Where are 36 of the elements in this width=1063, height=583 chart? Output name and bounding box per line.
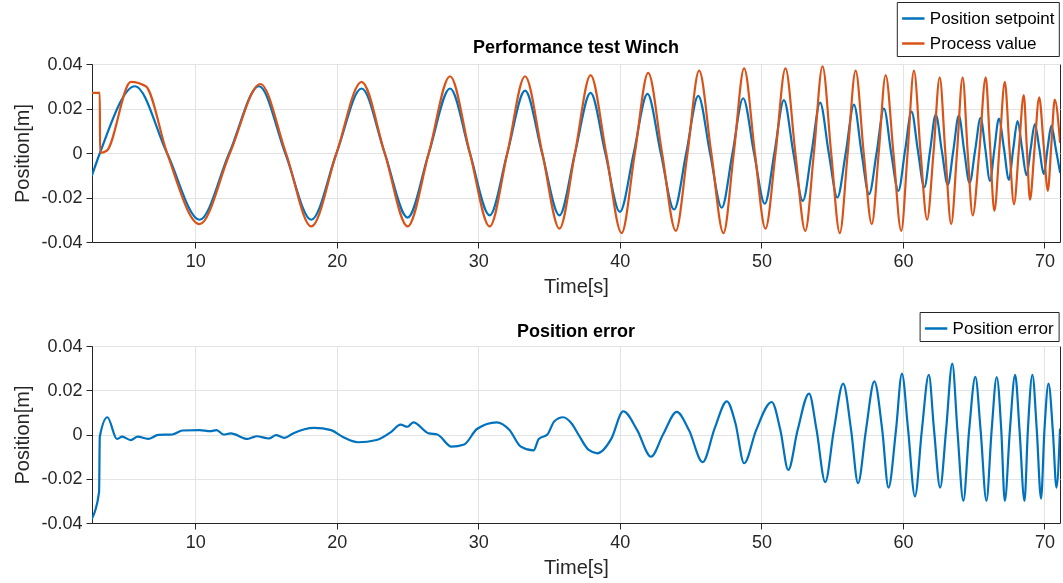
legend-label: Process value [929,33,1037,53]
y-tick-label: 0.04 [47,53,83,74]
x-axis-title: Time[s] [544,555,609,578]
legend-label: Position error [952,318,1055,338]
line-series [92,85,1060,221]
x-tick-label: 30 [468,250,489,271]
x-tick-label: 60 [893,250,914,271]
x-tick-label: 70 [1034,250,1055,271]
x-axis-title: Time[s] [544,274,609,297]
x-tick-label: 10 [185,531,206,552]
x-tick-label: 40 [610,250,631,271]
x-tick-label: 20 [327,531,348,552]
line-series [92,362,1060,520]
chart-title: Performance test Winch [473,37,679,57]
y-tick-label: 0 [72,424,83,444]
y-axis-title: Position[m] [11,104,34,203]
y-tick-label: -0.02 [41,187,83,207]
x-tick-label: 70 [1034,531,1055,552]
x-tick-label: 20 [327,250,348,271]
y-tick-label: 0 [72,142,83,163]
x-tick-label: 10 [185,250,206,271]
line-series [92,65,1060,235]
y-axis-title: Position[m] [11,385,34,485]
x-tick-label: 30 [468,531,489,552]
y-tick-label: 0.04 [47,335,83,356]
x-tick-label: 50 [751,250,772,271]
y-tick-label: 0.02 [47,98,83,118]
chart-title: Position error [516,321,636,341]
x-tick-label: 60 [893,531,914,552]
y-tick-label: -0.04 [41,231,83,252]
y-tick-label: -0.04 [41,512,83,533]
y-tick-label: 0.02 [47,379,83,400]
legend-label: Position setpoint [929,8,1055,28]
x-tick-label: 40 [610,531,631,552]
y-tick-label: -0.02 [41,468,83,489]
x-tick-label: 50 [751,531,772,552]
